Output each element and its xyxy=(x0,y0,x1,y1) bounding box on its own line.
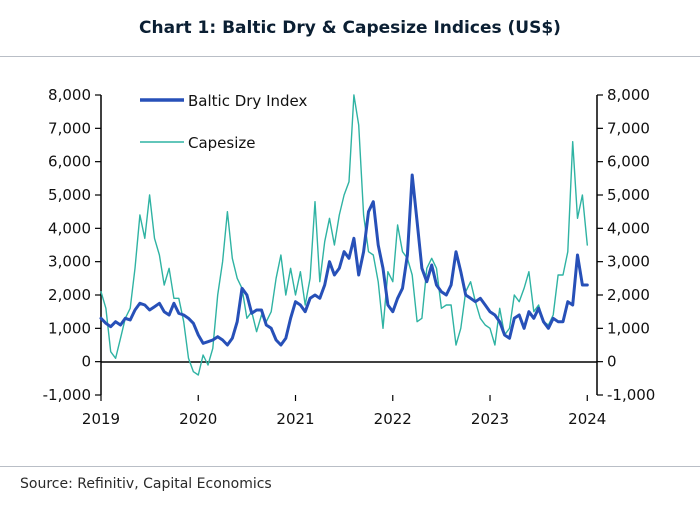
legend: Baltic Dry Index Capesize xyxy=(140,92,307,152)
series-layer xyxy=(99,94,589,376)
left-y-tick-label: 2,000 xyxy=(48,286,91,304)
left-y-tick-label: 6,000 xyxy=(48,153,91,171)
left-y-tick-label: 4,000 xyxy=(48,219,91,237)
x-tick-group: 2019 2020 2021 2022 2023 2024 xyxy=(82,395,606,428)
legend-label-bdi: Baltic Dry Index xyxy=(188,92,307,110)
left-y-axis: -1,000 0 1,000 2,000 3,000 4,000 5,000 6,000 7,0… xyxy=(43,86,102,404)
x-tick-label: 2022 xyxy=(374,410,412,428)
series-line-capesize xyxy=(100,94,588,376)
right-y-tick-label: 0 xyxy=(607,353,617,371)
bottom-divider xyxy=(0,466,700,467)
right-y-axis: -1,000 0 1,000 2,000 3,000 4,000 5,000 6,000 7,0… xyxy=(596,86,655,404)
x-axis: 2019 2020 2021 2022 2023 2024 xyxy=(82,361,606,428)
left-y-tick-label: 5,000 xyxy=(48,186,91,204)
series-line-baltic-dry-index xyxy=(99,173,589,347)
x-tick-label: 2023 xyxy=(471,410,509,428)
top-divider xyxy=(0,56,700,57)
left-y-tick-label: 0 xyxy=(81,353,91,371)
left-y-tick-label: -1,000 xyxy=(43,386,91,404)
right-y-tick-label: 8,000 xyxy=(607,86,650,104)
legend-label-capesize: Capesize xyxy=(188,134,256,152)
x-tick-label: 2019 xyxy=(82,410,120,428)
right-y-tick-label: 6,000 xyxy=(607,153,650,171)
right-y-tick-label: -1,000 xyxy=(607,386,655,404)
left-y-tick-label: 7,000 xyxy=(48,119,91,137)
x-tick-label: 2020 xyxy=(179,410,217,428)
right-y-tick-label: 7,000 xyxy=(607,119,650,137)
right-y-tick-label: 2,000 xyxy=(607,286,650,304)
left-tick-group: -1,000 0 1,000 2,000 3,000 4,000 5,000 6,000 7,0… xyxy=(43,86,101,404)
chart-canvas: -1,000 0 1,000 2,000 3,000 4,000 5,000 6,000 7,0… xyxy=(43,86,656,428)
right-y-tick-label: 1,000 xyxy=(607,319,650,337)
right-y-tick-label: 5,000 xyxy=(607,186,650,204)
x-tick-label: 2024 xyxy=(568,410,606,428)
right-tick-group: -1,000 0 1,000 2,000 3,000 4,000 5,000 6,000 7,0… xyxy=(597,86,655,404)
right-y-tick-label: 3,000 xyxy=(607,253,650,271)
source-note: Source: Refinitiv, Capital Economics xyxy=(20,476,272,492)
x-tick-label: 2021 xyxy=(276,410,314,428)
chart-title: Chart 1: Baltic Dry & Capesize Indices (… xyxy=(139,18,561,38)
left-y-tick-label: 8,000 xyxy=(48,86,91,104)
left-y-tick-label: 1,000 xyxy=(48,319,91,337)
right-y-tick-label: 4,000 xyxy=(607,219,650,237)
left-y-tick-label: 3,000 xyxy=(48,253,91,271)
